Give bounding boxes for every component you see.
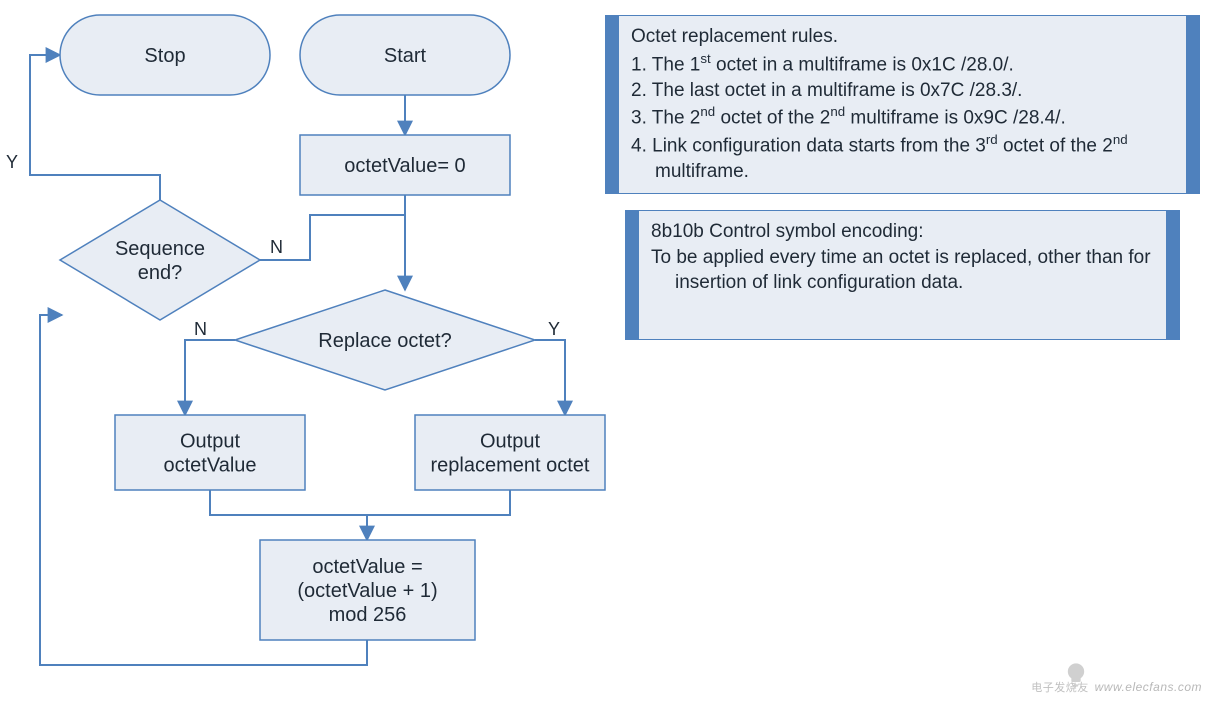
edge-outrep xyxy=(367,490,510,515)
note-8b10b-encoding: 8b10b Control symbol encoding:To be appl… xyxy=(625,210,1180,340)
node-replace: Replace octet? xyxy=(235,290,535,390)
note-line: 4. Link configuration data starts from t… xyxy=(631,131,1174,185)
node-label: Stop xyxy=(144,45,185,67)
note-title: Octet replacement rules. xyxy=(631,24,1174,50)
node-label: octetValue= 0 xyxy=(344,155,465,177)
note-octet-replacement-rules: Octet replacement rules.1. The 1st octet… xyxy=(605,15,1200,194)
edge-replace xyxy=(185,340,235,415)
node-label: Output xyxy=(480,431,540,453)
note-line: 3. The 2nd octet of the 2nd multiframe i… xyxy=(631,103,1174,131)
edge-replace xyxy=(535,340,565,415)
node-label: octetValue = xyxy=(312,556,422,578)
watermark-zh: 电子发烧友 xyxy=(1031,682,1089,694)
node-label: end? xyxy=(138,262,183,284)
node-label: Replace octet? xyxy=(318,330,451,352)
note-title: 8b10b Control symbol encoding: xyxy=(651,219,1154,245)
node-label: Output xyxy=(180,431,240,453)
node-label: replacement octet xyxy=(431,455,590,477)
note-line: 2. The last octet in a multiframe is 0x7… xyxy=(631,78,1174,104)
edge-outval xyxy=(210,490,367,540)
node-outrep: Outputreplacement octet xyxy=(415,415,605,490)
watermark-url: www.elecfans.com xyxy=(1095,680,1202,694)
nodes-layer: Stop Start octetValue= 0 Sequenceend? Replac… xyxy=(60,15,605,640)
edge-label: N xyxy=(270,237,283,257)
node-label: Start xyxy=(384,45,427,67)
edge-label: Y xyxy=(548,319,560,339)
node-label: Sequence xyxy=(115,238,205,260)
node-outval: OutputoctetValue xyxy=(115,415,305,490)
node-incr: octetValue =(octetValue + 1)mod 256 xyxy=(260,540,475,640)
note-line: To be applied every time an octet is rep… xyxy=(651,245,1154,296)
node-init: octetValue= 0 xyxy=(300,135,510,195)
node-label: mod 256 xyxy=(329,604,407,626)
watermark-text: 电子发烧友 www.elecfans.com xyxy=(1031,679,1202,695)
node-label: (octetValue + 1) xyxy=(297,580,437,602)
note-line: 1. The 1st octet in a multiframe is 0x1C… xyxy=(631,50,1174,78)
edge-label: N xyxy=(194,319,207,339)
edge-label: Y xyxy=(6,152,18,172)
node-start: Start xyxy=(300,15,510,95)
node-seqend: Sequenceend? xyxy=(60,200,260,320)
node-stop: Stop xyxy=(60,15,270,95)
node-label: octetValue xyxy=(163,455,256,477)
